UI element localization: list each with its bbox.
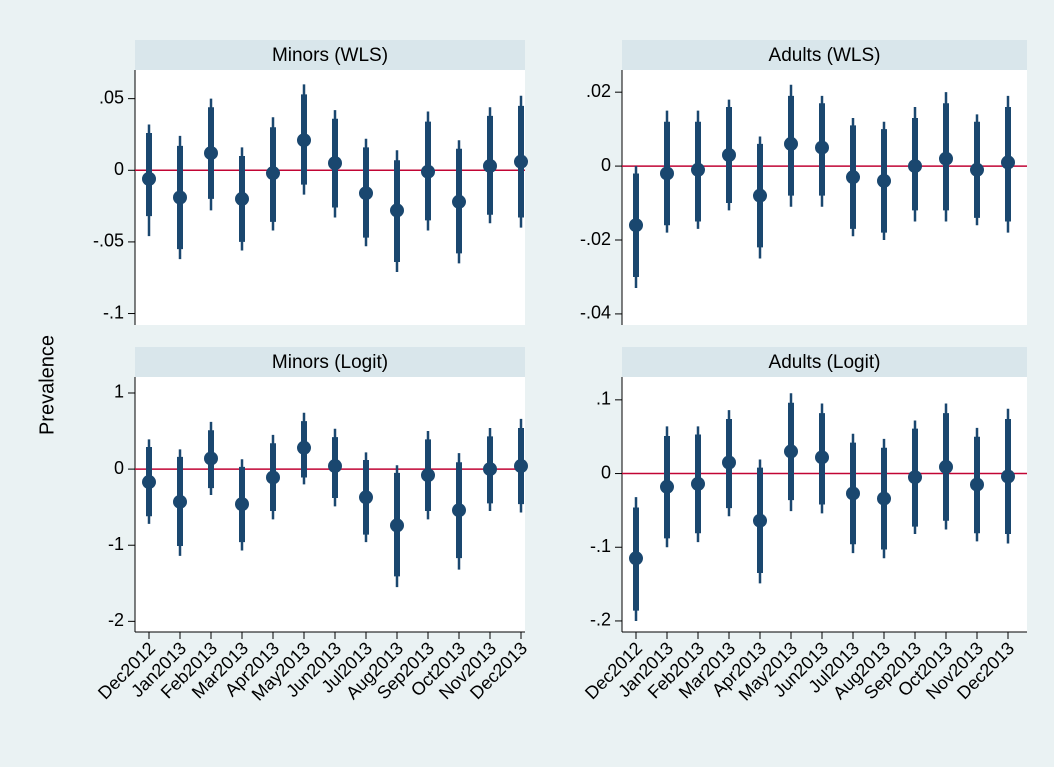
estimate-dot bbox=[1001, 469, 1015, 484]
estimate-dot bbox=[514, 459, 528, 474]
plot-area bbox=[135, 377, 525, 632]
estimate-dot bbox=[390, 203, 404, 218]
estimate-dot bbox=[421, 468, 435, 483]
y-tick-label: -.05 bbox=[93, 231, 124, 251]
estimate-dot bbox=[691, 162, 705, 177]
panel-title: Adults (WLS) bbox=[769, 45, 881, 66]
y-tick-label: -.2 bbox=[590, 610, 611, 630]
estimate-dot bbox=[235, 191, 249, 206]
estimate-dot bbox=[660, 166, 674, 181]
estimate-dot bbox=[815, 140, 829, 155]
estimate-dot bbox=[297, 440, 311, 455]
y-tick-label: -2 bbox=[108, 610, 124, 630]
estimate-dot bbox=[452, 194, 466, 209]
estimate-dot bbox=[970, 477, 984, 492]
estimate-dot bbox=[359, 186, 373, 201]
estimate-dot bbox=[173, 494, 187, 509]
y-tick-label: -1 bbox=[108, 534, 124, 554]
estimate-dot bbox=[328, 459, 342, 474]
estimate-dot bbox=[173, 190, 187, 205]
estimate-dot bbox=[691, 476, 705, 491]
estimate-dot bbox=[266, 166, 280, 181]
estimate-dot bbox=[629, 218, 643, 233]
estimate-dot bbox=[939, 459, 953, 474]
estimate-dot bbox=[328, 156, 342, 171]
estimate-dot bbox=[421, 164, 435, 179]
estimate-dot bbox=[359, 490, 373, 505]
estimate-dot bbox=[753, 188, 767, 203]
estimate-dot bbox=[204, 146, 218, 161]
panel-title: Adults (Logit) bbox=[769, 352, 881, 373]
estimate-dot bbox=[908, 470, 922, 485]
plot-area bbox=[135, 70, 525, 325]
estimate-dot bbox=[908, 159, 922, 174]
estimate-dot bbox=[297, 133, 311, 148]
estimate-dot bbox=[514, 154, 528, 169]
estimate-dot bbox=[629, 551, 643, 566]
estimate-dot bbox=[877, 491, 891, 506]
estimate-dot bbox=[722, 455, 736, 470]
y-tick-label: .02 bbox=[586, 81, 611, 101]
estimate-dot bbox=[1001, 155, 1015, 170]
estimate-dot bbox=[235, 497, 249, 512]
estimate-dot bbox=[784, 444, 798, 459]
estimate-dot bbox=[483, 158, 497, 173]
estimate-dot bbox=[753, 513, 767, 528]
estimate-dot bbox=[142, 171, 156, 186]
panel-title: Minors (WLS) bbox=[272, 45, 388, 66]
estimate-dot bbox=[846, 486, 860, 501]
estimate-dot bbox=[939, 151, 953, 166]
estimate-dot bbox=[483, 462, 497, 477]
estimate-dot bbox=[815, 450, 829, 465]
y-tick-label: 0 bbox=[601, 462, 611, 482]
estimate-dot bbox=[722, 148, 736, 162]
estimate-dot bbox=[142, 475, 156, 490]
y-tick-label: -.1 bbox=[590, 536, 611, 556]
panel-header bbox=[135, 347, 525, 377]
estimate-dot bbox=[846, 170, 860, 185]
y-tick-label: 0 bbox=[601, 155, 611, 175]
estimate-dot bbox=[390, 518, 404, 533]
estimate-dot bbox=[204, 451, 218, 466]
y-axis-label: Prevalence bbox=[36, 335, 58, 435]
y-tick-label: 1 bbox=[114, 382, 124, 402]
estimate-dot bbox=[452, 503, 466, 518]
y-tick-label: .05 bbox=[99, 87, 124, 107]
panel-title: Minors (Logit) bbox=[272, 352, 388, 373]
panel-header bbox=[622, 347, 1027, 377]
estimate-dot bbox=[784, 136, 798, 151]
estimate-dot bbox=[970, 162, 984, 177]
estimate-dot bbox=[266, 470, 280, 485]
estimate-dot bbox=[660, 479, 674, 494]
y-tick-label: 0 bbox=[114, 458, 124, 478]
y-tick-label: -.1 bbox=[103, 302, 124, 322]
estimate-dot bbox=[877, 173, 891, 188]
y-tick-label: .1 bbox=[596, 389, 611, 409]
panel-header bbox=[622, 40, 1027, 70]
y-tick-label: -.02 bbox=[580, 229, 611, 249]
y-tick-label: 0 bbox=[114, 159, 124, 179]
panel-header bbox=[135, 40, 525, 70]
y-tick-label: -.04 bbox=[580, 303, 611, 323]
